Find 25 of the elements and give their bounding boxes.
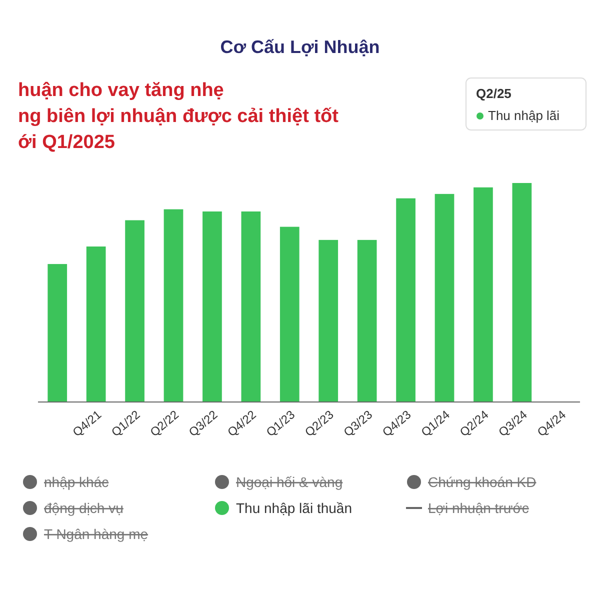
bar [202,211,222,402]
bar [86,246,106,402]
bar [48,264,68,402]
bar [512,183,532,402]
text: ới Q1/2025 [18,132,116,153]
bar [434,194,454,402]
chart-title: Cơ Cấu Lợi Nhuận [220,37,380,57]
bar [125,220,144,402]
legend-label: T Ngân hàng mẹ [44,526,148,542]
bar [318,240,338,402]
text: huận cho vay tăng nhẹ [18,80,224,101]
bar [474,187,493,402]
bar [357,240,377,402]
bar [396,198,416,402]
tooltip-card: Q2/25 Thu nhập lãi [466,78,586,130]
bar [241,211,261,402]
text: ng biên lợi nhuận được cải thiệt tốt [18,106,340,127]
bar [280,226,300,402]
bar [164,209,184,402]
legend-label: Chứng khoán KD [428,474,536,490]
legend-label: nhập khác [44,474,109,490]
legend-label: động dịch vụ [44,500,124,516]
legend-label: Lợi nhuận trước [428,500,529,516]
legend-label: Ngoại hối & vàng [236,474,343,490]
legend-label: Thu nhập lãi thuần [236,500,352,516]
